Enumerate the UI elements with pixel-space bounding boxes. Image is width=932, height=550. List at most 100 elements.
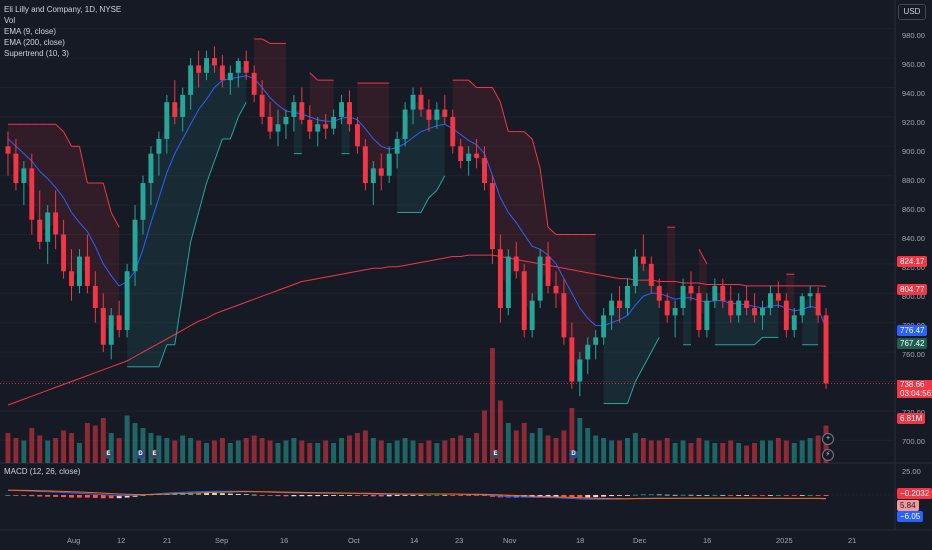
candle-body	[696, 293, 702, 331]
volume-bar	[275, 443, 281, 463]
volume-bar	[585, 428, 591, 463]
macd-histogram-bar	[418, 495, 424, 496]
macd-histogram-bar	[767, 495, 773, 496]
time-axis-label: Sep	[215, 536, 229, 545]
volume-bar	[815, 435, 821, 463]
macd-histogram-bar	[100, 495, 106, 499]
macd-histogram-bar	[212, 492, 217, 495]
candle-body	[37, 219, 43, 242]
supertrend-fill	[238, 66, 247, 117]
supertrend-label[interactable]: Supertrend (10, 3)	[4, 49, 69, 58]
candle-body	[53, 212, 59, 235]
volume-bar	[482, 410, 487, 463]
supertrend-line	[174, 293, 184, 345]
bar-countdown: 03:04:56	[900, 389, 932, 398]
supertrend-fill	[31, 124, 40, 231]
macd-histogram-bar	[450, 495, 456, 496]
supertrend-fill	[111, 212, 120, 331]
candle-body	[569, 337, 575, 382]
supertrend-fill	[428, 114, 437, 198]
candle-body	[672, 308, 678, 316]
macd-histogram-bar	[640, 494, 646, 496]
macd-signal-tag: −6.05	[897, 511, 924, 522]
dividend-event-icon[interactable]: D	[136, 450, 145, 459]
macd-histogram-bar	[728, 495, 734, 496]
volume-bar	[783, 440, 789, 463]
candle-body	[783, 300, 789, 331]
add-icon[interactable]: +	[822, 433, 834, 445]
macd-histogram-bar	[283, 495, 289, 497]
supertrend-line	[698, 248, 708, 265]
macd-histogram-bar	[736, 495, 742, 496]
candle-body	[21, 168, 27, 184]
candle-body	[92, 285, 98, 308]
currency-button[interactable]: USD	[898, 4, 926, 20]
macd-histogram-bar	[394, 495, 400, 496]
time-axis-label: 21	[163, 536, 172, 545]
supertrend-line	[182, 241, 192, 294]
candle-body	[482, 158, 487, 184]
volume-indicator-label[interactable]: Vol	[4, 16, 16, 25]
time-axis-label: 16	[703, 536, 712, 545]
volume-bar	[92, 425, 98, 463]
candle-body	[632, 256, 638, 286]
macd-histogram-bar	[45, 495, 51, 497]
macd-axis-label: 25.00	[902, 467, 921, 476]
candle-body	[474, 153, 480, 159]
macd-histogram-bar	[807, 494, 813, 496]
volume-bar	[148, 433, 154, 463]
volume-bar	[537, 428, 543, 463]
price-axis-label: 960.00	[902, 60, 925, 69]
supertrend-fill	[563, 234, 572, 360]
supertrend-line	[63, 131, 72, 147]
macd-histogram-bar	[69, 495, 74, 498]
time-axis-label: 18	[576, 536, 585, 545]
supertrend-line	[627, 381, 636, 404]
volume-bar	[331, 443, 337, 463]
supertrend-line	[499, 102, 509, 132]
volume-tag: 6.81M	[897, 413, 926, 424]
macd-histogram-bar	[712, 494, 718, 496]
supertrend-line	[158, 344, 168, 367]
candle-body	[823, 315, 829, 384]
supertrend-fill	[79, 146, 88, 272]
macd-histogram-bar	[823, 495, 829, 496]
ema-slow-label[interactable]: EMA (200, close)	[4, 38, 65, 47]
macd-histogram-bar	[720, 494, 726, 496]
time-axis-label: 21	[848, 536, 857, 545]
volume-bar	[736, 443, 742, 463]
dividend-event-icon[interactable]: D	[569, 450, 578, 459]
candle-body	[251, 72, 257, 95]
macd-histogram-bar	[378, 495, 384, 497]
volume-bar	[156, 435, 162, 463]
volume-bar	[291, 438, 297, 463]
time-axis-label: 23	[455, 536, 464, 545]
volume-bar	[347, 435, 352, 463]
supertrend-fill	[317, 80, 326, 128]
candle-body	[426, 109, 432, 120]
macd-label[interactable]: MACD (12, 26, close)	[4, 467, 81, 476]
earnings-event-icon[interactable]: E	[104, 450, 113, 459]
time-axis-label: Nov	[503, 536, 517, 545]
volume-bar	[259, 438, 265, 463]
symbol-title[interactable]: Eli Lilly and Company, 1D, NYSE	[4, 5, 122, 14]
ema-fast-label[interactable]: EMA (9, close)	[4, 27, 57, 36]
earnings-event-icon[interactable]: E	[491, 450, 500, 459]
candle-body	[601, 315, 607, 338]
supertrend-line	[547, 226, 557, 235]
macd-histogram-bar	[315, 495, 321, 497]
macd-histogram-bar	[482, 495, 487, 497]
volume-bar	[688, 443, 694, 463]
volume-bar	[37, 435, 43, 463]
earnings-event-icon[interactable]: E	[150, 450, 159, 459]
candle-body	[791, 315, 797, 331]
macd-histogram-bar	[219, 493, 225, 495]
candle-body	[585, 344, 591, 360]
lightning-icon[interactable]: ⚡	[822, 449, 834, 461]
volume-bar	[601, 438, 607, 463]
supertrend-line	[206, 160, 215, 184]
volume-bar	[680, 440, 686, 463]
volume-bar	[418, 443, 424, 463]
candle-body	[394, 138, 400, 154]
